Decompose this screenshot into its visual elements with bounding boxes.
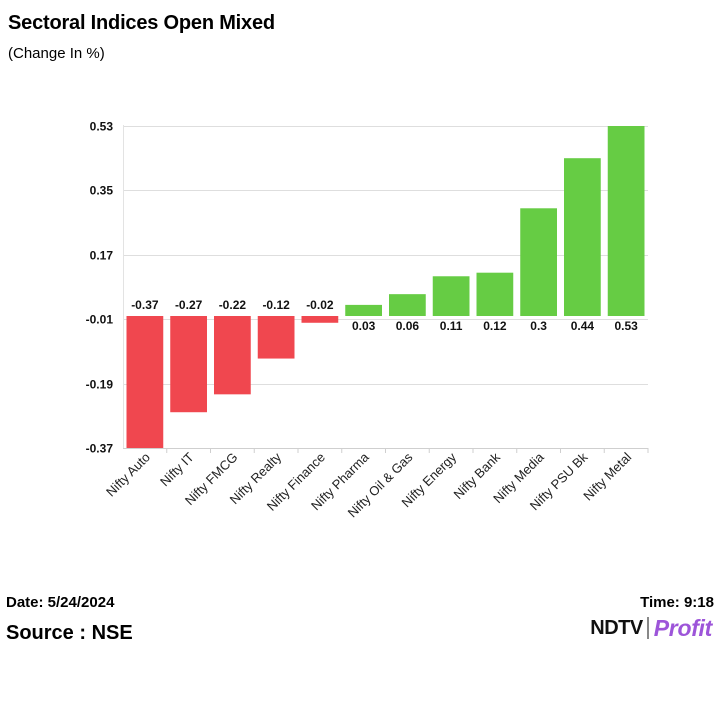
bar [126,316,164,448]
x-tick-label: Nifty IT [157,449,197,489]
bar [389,294,426,316]
bar [257,316,295,359]
data-label: 0.53 [614,319,638,333]
data-label: 0.06 [396,319,420,333]
y-tick-label: -0.01 [86,313,114,327]
data-label: -0.22 [219,298,247,312]
data-label: 0.44 [571,319,595,333]
bar [520,208,557,316]
logo-divider [646,617,649,639]
bar [607,126,645,316]
y-tick-label: -0.19 [86,378,114,392]
bar [301,316,339,323]
ndtv-profit-logo: NDTV Profit [590,613,712,643]
bar [432,276,470,316]
bar [345,304,382,316]
logo-profit-text: Profit [653,614,713,641]
bar [170,316,207,413]
data-label: -0.02 [306,298,334,312]
bar [564,158,601,316]
data-label: -0.37 [131,298,159,312]
data-label: 0.03 [352,319,376,333]
x-tick-label: Nifty Metal [580,449,634,503]
data-label: 0.3 [530,319,547,333]
bar [476,272,514,316]
data-label: 0.11 [440,319,463,333]
y-tick-label: -0.37 [86,442,114,456]
x-tick-label: Nifty Auto [103,450,153,500]
y-tick-label: 0.35 [90,184,114,198]
data-label: 0.12 [483,319,507,333]
chart-subtitle: (Change In %) [8,45,105,62]
data-label: -0.27 [175,298,203,312]
y-tick-label: 0.17 [90,249,114,263]
bar [214,316,251,395]
source-label: Source : NSE [6,622,133,644]
data-label: -0.12 [262,298,290,312]
y-tick-label: 0.53 [90,120,114,134]
date-label: Date: 5/24/2024 [6,594,115,611]
time-label: Time: 9:18 [640,594,714,611]
logo-ndtv-text: NDTV [590,616,643,639]
chart-title: Sectoral Indices Open Mixed [8,12,275,34]
